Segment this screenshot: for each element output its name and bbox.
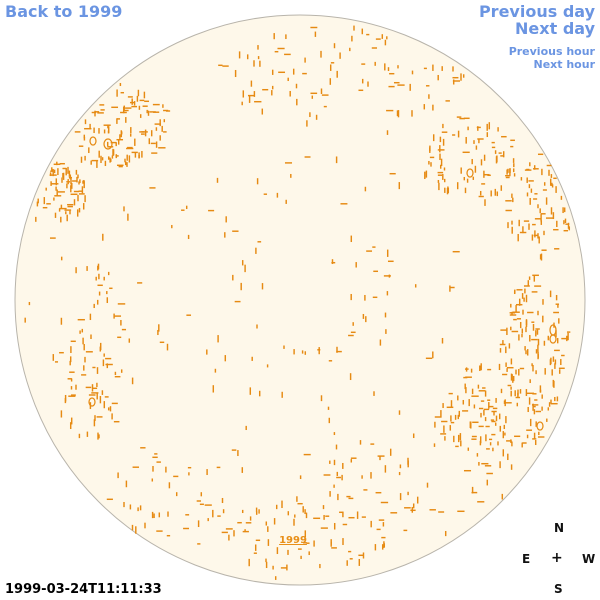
- next-day-link[interactable]: Next day: [515, 19, 595, 38]
- solar-feature-contours: [24, 25, 571, 580]
- solar-feature-contour: [89, 136, 97, 146]
- solar-feature-contour: [103, 138, 113, 150]
- compass-rose: N E + W S: [519, 522, 599, 596]
- back-to-1999-link[interactable]: Back to 1999: [5, 2, 123, 21]
- solar-feature-contour: [88, 397, 96, 407]
- solar-disk: [14, 14, 586, 586]
- compass-center-mark: +: [551, 550, 563, 566]
- compass-east-label: E: [522, 552, 531, 566]
- observation-timestamp: 1999-03-24T11:11:33: [5, 582, 162, 597]
- solar-feature-contour: [466, 168, 474, 178]
- solar-feature-contour: [536, 421, 544, 431]
- compass-north-label: N: [554, 521, 565, 535]
- solar-feature-contour: [549, 334, 557, 344]
- compass-south-label: S: [554, 582, 563, 596]
- year-link[interactable]: 1999: [279, 535, 307, 546]
- previous-day-link[interactable]: Previous day: [478, 2, 595, 21]
- compass-west-label: W: [582, 552, 596, 566]
- next-hour-link[interactable]: Next hour: [533, 58, 596, 71]
- previous-hour-link[interactable]: Previous hour: [508, 45, 595, 58]
